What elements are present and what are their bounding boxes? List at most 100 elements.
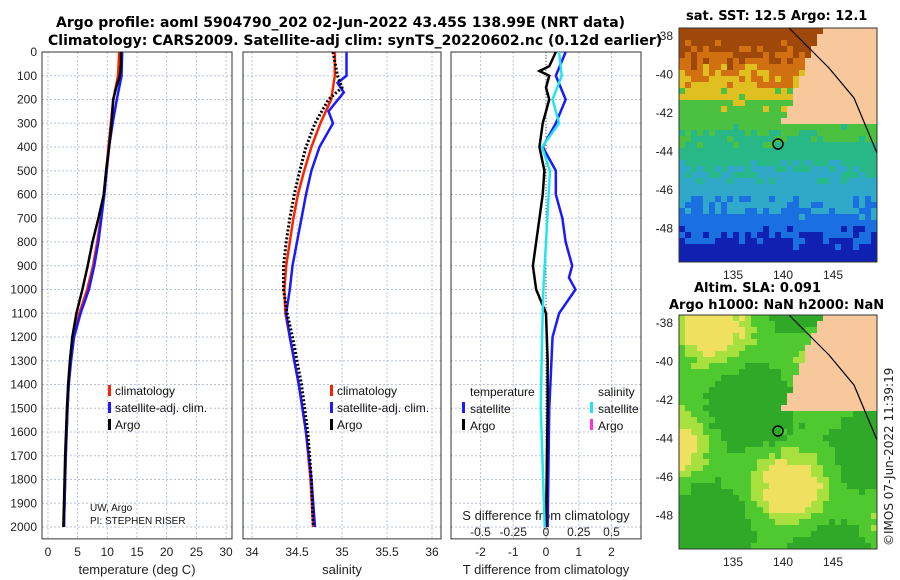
- map-cell: [733, 232, 740, 239]
- map-cell: [793, 435, 800, 442]
- legend-label: Argo: [470, 419, 496, 433]
- map-cell: [757, 82, 764, 89]
- map-cell: [823, 519, 830, 526]
- map-cell: [775, 405, 782, 412]
- map-cell: [853, 315, 860, 322]
- map-cell: [733, 82, 740, 89]
- map-cell: [745, 88, 752, 95]
- map-cell: [817, 136, 824, 143]
- map-cell: [727, 70, 734, 77]
- map-cell: [751, 208, 758, 215]
- argo-float-marker: [772, 425, 784, 437]
- map-cell: [781, 501, 788, 508]
- map-cell: [805, 465, 812, 472]
- map-cell: [715, 369, 722, 376]
- map-cell: [835, 405, 842, 412]
- map-cell: [829, 130, 836, 137]
- map-cell: [859, 417, 866, 424]
- map-cell: [781, 238, 788, 245]
- map-cell: [781, 166, 788, 173]
- map-cell: [811, 94, 818, 101]
- map-cell: [697, 501, 704, 508]
- map-cell: [805, 357, 812, 364]
- map-cell: [823, 94, 830, 101]
- map-cell: [799, 513, 806, 520]
- map-cell: [751, 142, 758, 149]
- map-cell: [721, 190, 728, 197]
- y-tick-label: 400: [17, 140, 37, 154]
- map-cell: [757, 489, 764, 496]
- map-cell: [679, 501, 686, 508]
- map-cell: [703, 501, 710, 508]
- map-cell: [697, 369, 704, 376]
- map-cell: [715, 411, 722, 418]
- map-cell: [805, 154, 812, 161]
- map-cell: [769, 345, 776, 352]
- map-cell: [751, 46, 758, 53]
- map-cell: [859, 100, 866, 107]
- map-cell: [829, 28, 836, 35]
- map-cell: [685, 124, 692, 131]
- map-cell: [799, 190, 806, 197]
- map-cell: [835, 88, 842, 95]
- x-tick-label: 36: [425, 545, 439, 559]
- map-cell: [709, 477, 716, 484]
- map-cell: [859, 537, 866, 544]
- map-cell: [859, 423, 866, 430]
- map-cell: [865, 124, 872, 131]
- map-cell: [691, 166, 698, 173]
- map-cell: [745, 196, 752, 203]
- map-cell: [775, 214, 782, 221]
- map-cell: [823, 387, 830, 394]
- map-cell: [751, 202, 758, 209]
- map-cell: [829, 315, 836, 322]
- map-cell: [769, 495, 776, 502]
- map-cell: [751, 244, 758, 251]
- imos-credit: ©IMOS 07-Jun-2022 11:39:19: [882, 367, 896, 546]
- map-cell: [697, 495, 704, 502]
- map-cell: [823, 34, 830, 41]
- map-cell: [679, 435, 686, 442]
- map-cell: [841, 393, 848, 400]
- map-cell: [859, 154, 866, 161]
- map-cell: [691, 142, 698, 149]
- map-cell: [685, 166, 692, 173]
- map-cell: [805, 256, 812, 263]
- map-cell: [751, 136, 758, 143]
- map-cell: [859, 447, 866, 454]
- map-cell: [799, 124, 806, 131]
- map-cell: [817, 459, 824, 466]
- map-cell: [853, 214, 860, 221]
- map-cell: [871, 154, 878, 161]
- map-cell: [811, 537, 818, 544]
- map-cell: [775, 363, 782, 370]
- map-cell: [841, 76, 848, 83]
- map-cell: [811, 351, 818, 358]
- map-cell: [787, 34, 794, 41]
- map-cell: [793, 142, 800, 149]
- map-cell: [871, 351, 878, 358]
- map-cell: [817, 333, 824, 340]
- map-cell: [847, 417, 854, 424]
- map-cell: [787, 124, 794, 131]
- map-cell: [769, 166, 776, 173]
- map-cell: [715, 495, 722, 502]
- map-cell: [871, 447, 878, 454]
- map-cell: [727, 327, 734, 334]
- lat-tick-label: -46: [656, 183, 674, 197]
- map-cell: [817, 250, 824, 257]
- map-cell: [745, 513, 752, 520]
- map-cell: [679, 513, 686, 520]
- map-cell: [727, 166, 734, 173]
- map-cell: [721, 238, 728, 245]
- map-cell: [709, 495, 716, 502]
- map-cell: [847, 34, 854, 41]
- map-cell: [817, 441, 824, 448]
- map-cell: [793, 46, 800, 53]
- map-cell: [715, 513, 722, 520]
- map-cell: [829, 327, 836, 334]
- map-cell: [817, 124, 824, 131]
- map-cell: [697, 333, 704, 340]
- map-cell: [691, 471, 698, 478]
- map-cell: [853, 118, 860, 125]
